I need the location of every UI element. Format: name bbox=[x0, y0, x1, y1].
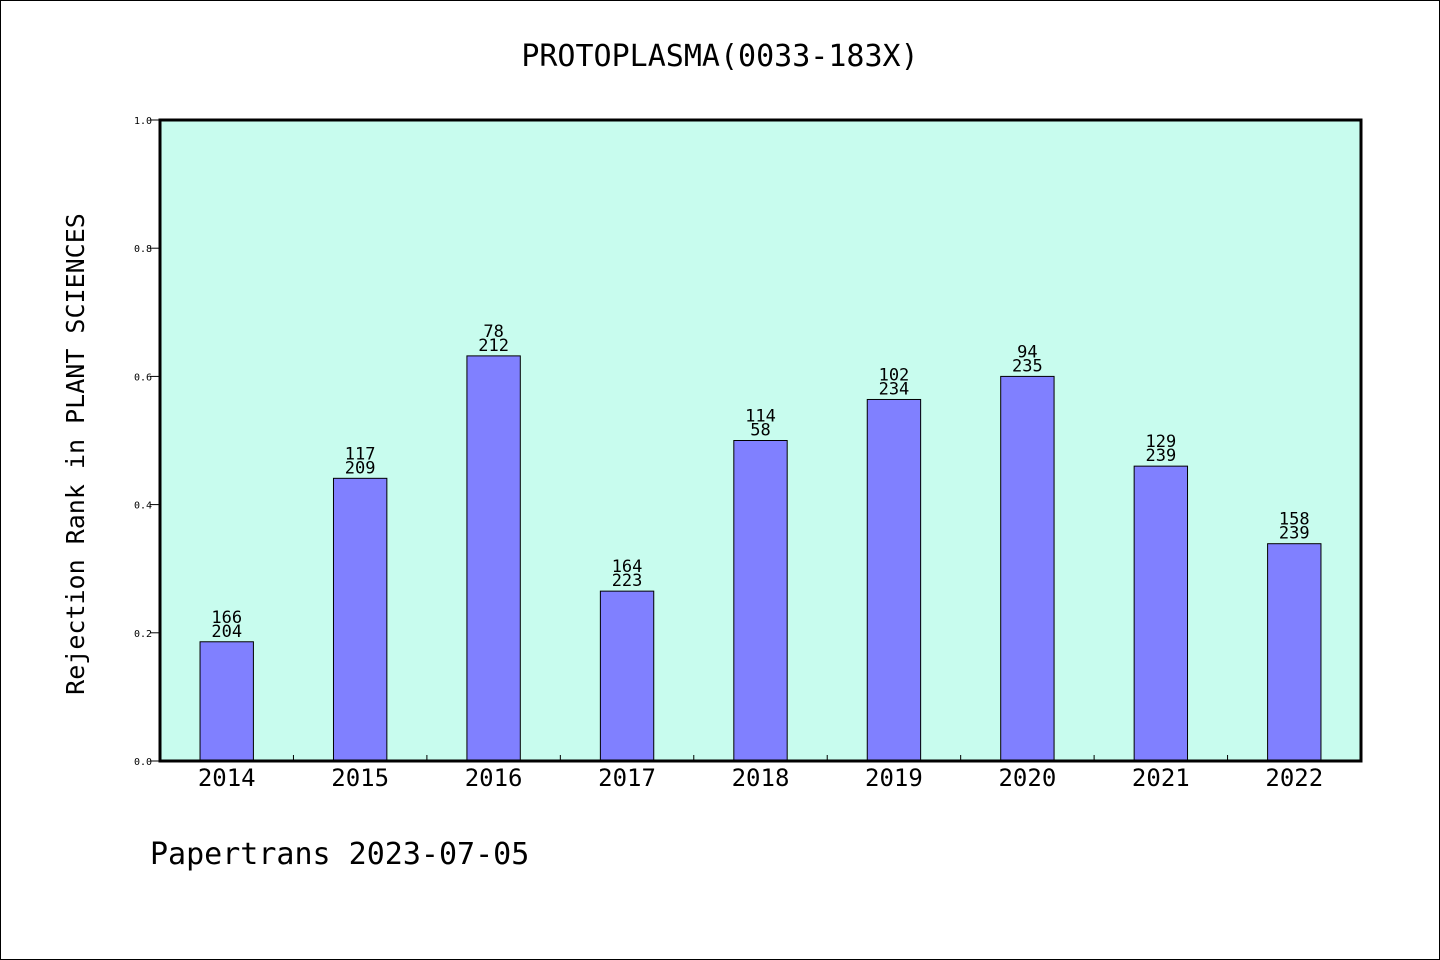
bar-label-top-2014: 166 bbox=[211, 608, 242, 628]
x-tick-label-2016: 2016 bbox=[465, 764, 523, 792]
bar-label-top-2016: 78 bbox=[483, 322, 503, 342]
bar-2019 bbox=[866, 398, 922, 762]
bar-label-bottom-2020: 235 bbox=[1012, 356, 1043, 376]
bar-label-bottom-2022: 239 bbox=[1279, 524, 1310, 544]
y-tick-label: 0.4 bbox=[134, 501, 152, 512]
y-tick-label: 0.0 bbox=[134, 757, 152, 768]
x-tick-label-2019: 2019 bbox=[865, 764, 923, 792]
footer-credit: Papertrans 2023-07-05 bbox=[150, 837, 529, 872]
bar-label-bottom-2021: 239 bbox=[1145, 446, 1176, 466]
plot-border bbox=[158, 118, 1363, 763]
bar-label-top-2019: 102 bbox=[879, 365, 910, 385]
bar-label-bottom-2016: 212 bbox=[478, 336, 509, 356]
bar-label-top-2018: 114 bbox=[745, 407, 776, 427]
x-tick-label-2014: 2014 bbox=[198, 764, 256, 792]
bar-label-top-2021: 129 bbox=[1145, 432, 1176, 452]
bar-2018 bbox=[733, 440, 788, 762]
x-tick-label-2017: 2017 bbox=[598, 764, 656, 792]
x-tick-label-2022: 2022 bbox=[1265, 764, 1323, 792]
bar-label-top-2017: 164 bbox=[612, 557, 643, 577]
bar-label-bottom-2017: 223 bbox=[612, 571, 643, 591]
bar-2022 bbox=[1267, 543, 1322, 762]
bar-2020 bbox=[1000, 375, 1055, 762]
y-tick-label: 0.6 bbox=[134, 372, 152, 383]
y-axis-ticks: 0.0 0.2 0.4 0.6 0.8 1.0 bbox=[134, 116, 160, 768]
bar-label-top-2022: 158 bbox=[1279, 510, 1310, 530]
x-tick-label-2018: 2018 bbox=[732, 764, 790, 792]
x-tick-label-2021: 2021 bbox=[1132, 764, 1190, 792]
bar-2015 bbox=[332, 477, 388, 762]
x-tick-label-2015: 2015 bbox=[331, 764, 389, 792]
x-axis-ticks: 2014 2015 2016 2017 2018 2019 2020 2021 2022 bbox=[198, 755, 1323, 792]
y-axis-label: Rejection Rank in PLANT SCIENCES bbox=[61, 213, 90, 695]
bar-2016 bbox=[466, 355, 521, 762]
x-tick-label-2020: 2020 bbox=[998, 764, 1056, 792]
bar-label-bottom-2015: 209 bbox=[345, 458, 376, 478]
bar-label-bottom-2018: 58 bbox=[750, 421, 770, 441]
bar-2017 bbox=[599, 590, 655, 762]
y-tick-label: 0.8 bbox=[134, 244, 152, 255]
bar-label-bottom-2019: 234 bbox=[879, 379, 910, 399]
bars-group bbox=[199, 355, 1322, 762]
y-tick-label: 0.2 bbox=[134, 629, 152, 640]
bar-label-bottom-2014: 204 bbox=[211, 622, 242, 642]
chart-title: PROTOPLASMA(0033-183X) bbox=[521, 39, 918, 74]
bar-2014 bbox=[199, 641, 254, 762]
y-tick-label: 1.0 bbox=[134, 116, 152, 127]
bar-2021 bbox=[1133, 465, 1189, 762]
bar-label-top-2015: 117 bbox=[345, 444, 376, 464]
bar-label-top-2020: 94 bbox=[1017, 342, 1037, 362]
